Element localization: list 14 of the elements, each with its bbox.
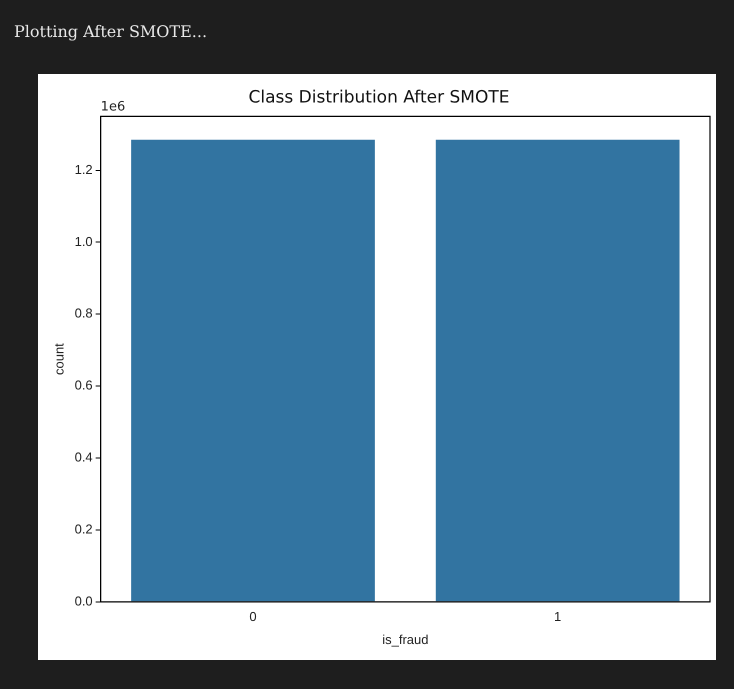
y-tick-label: 1.2: [74, 162, 93, 177]
y-tick-label: 0.2: [74, 521, 93, 536]
y-tick-label: 0.6: [74, 378, 93, 393]
x-axis-title: is_fraud: [382, 632, 428, 647]
y-axis-title: count: [51, 342, 66, 376]
y-tick-label: 0.4: [74, 450, 93, 465]
text: 1e6: [100, 99, 126, 114]
chart-title: Class Distribution After SMOTE: [248, 88, 510, 108]
text: Plotting After SMOTE...: [14, 22, 208, 41]
y-tick-label: 0.8: [74, 306, 93, 321]
x-tick-label: 1: [554, 609, 562, 624]
y-tick-label: 1.0: [74, 234, 93, 249]
y-tick-label: 0.0: [74, 593, 93, 608]
x-tick-label: 0: [249, 609, 257, 624]
